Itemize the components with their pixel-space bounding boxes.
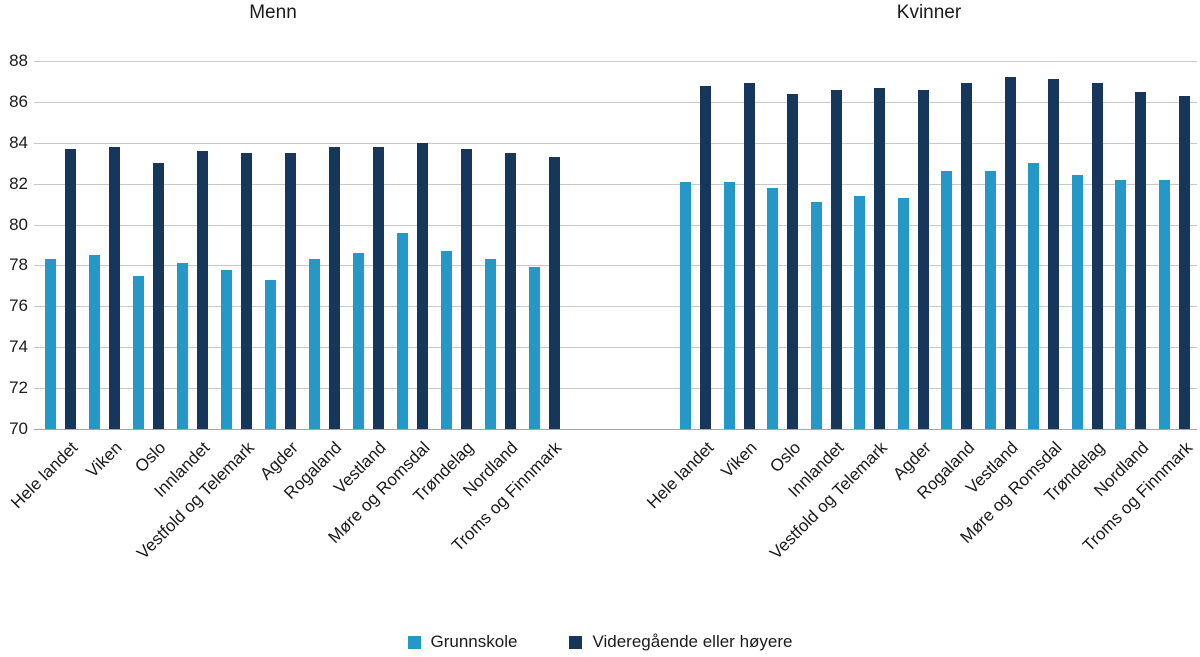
- panel-title-menn: Menn: [249, 2, 297, 23]
- x-axis-category-label: Viken: [717, 438, 761, 482]
- bar-grunnskole: [1028, 163, 1039, 429]
- bar-videregaende: [1092, 83, 1103, 429]
- bar-grunnskole: [441, 251, 452, 429]
- bar-grunnskole: [985, 171, 996, 429]
- bar-videregaende: [65, 149, 76, 429]
- gridline: [34, 143, 1197, 144]
- gridline: [34, 306, 1197, 307]
- bar-grunnskole: [1159, 180, 1170, 429]
- bar-videregaende: [505, 153, 516, 429]
- y-axis-tick-label: 82: [9, 174, 28, 193]
- gridline: [34, 347, 1197, 348]
- bar-videregaende: [329, 147, 340, 429]
- bar-videregaende: [787, 94, 798, 429]
- bar-videregaende: [874, 88, 885, 429]
- bar-grunnskole: [309, 259, 320, 429]
- bar-videregaende: [461, 149, 472, 429]
- bar-videregaende: [700, 86, 711, 429]
- gridline: [34, 265, 1197, 266]
- bar-grunnskole: [177, 263, 188, 429]
- bar-videregaende: [417, 143, 428, 429]
- gridline: [34, 184, 1197, 185]
- bar-videregaende: [961, 83, 972, 429]
- gridline: [34, 225, 1197, 226]
- bar-grunnskole: [45, 259, 56, 429]
- bar-grunnskole: [680, 182, 691, 429]
- bar-videregaende: [1179, 96, 1190, 429]
- y-axis-tick-label: 84: [9, 133, 28, 152]
- legend-item-videregaende: Videregående eller høyere: [569, 632, 792, 652]
- gridline: [34, 429, 1197, 430]
- bar-grunnskole: [767, 188, 778, 429]
- bar-videregaende: [1135, 92, 1146, 429]
- legend-item-grunnskole: Grunnskole: [407, 632, 518, 652]
- legend-swatch-videregaende: [569, 635, 583, 649]
- y-axis-tick-label: 74: [9, 337, 28, 356]
- x-axis-category-label: Viken: [82, 438, 126, 482]
- bar-videregaende: [285, 153, 296, 429]
- bar-grunnskole: [529, 267, 540, 429]
- bar-grunnskole: [1115, 180, 1126, 429]
- bar-videregaende: [109, 147, 120, 429]
- bar-videregaende: [153, 163, 164, 429]
- bar-grunnskole: [811, 202, 822, 429]
- legend-label-grunnskole: Grunnskole: [430, 632, 518, 651]
- x-axis-category-label: Oslo: [131, 438, 170, 477]
- bar-videregaende: [241, 153, 252, 429]
- bar-grunnskole: [941, 171, 952, 429]
- x-axis-category-label: Hele landet: [7, 438, 82, 513]
- y-axis-tick-label: 88: [9, 51, 28, 70]
- gridline: [34, 61, 1197, 62]
- y-axis-tick-label: 72: [9, 378, 28, 397]
- bar-grunnskole: [854, 196, 865, 429]
- y-axis-tick-label: 86: [9, 92, 28, 111]
- bar-grunnskole: [397, 233, 408, 429]
- bar-videregaende: [1005, 77, 1016, 429]
- y-axis-tick-label: 78: [9, 255, 28, 274]
- x-axis-category-label: Hele landet: [642, 438, 718, 513]
- bar-grunnskole: [353, 253, 364, 429]
- bar-videregaende: [744, 83, 755, 429]
- bar-videregaende: [197, 151, 208, 429]
- y-axis-tick-label: 70: [9, 419, 28, 438]
- bar-videregaende: [549, 157, 560, 429]
- bar-videregaende: [1048, 79, 1059, 429]
- bar-grunnskole: [898, 198, 909, 429]
- bar-videregaende: [373, 147, 384, 429]
- bar-grunnskole: [221, 270, 232, 429]
- bar-grunnskole: [89, 255, 100, 429]
- gridline: [34, 388, 1197, 389]
- y-axis-tick-label: 76: [9, 296, 28, 315]
- bar-grunnskole: [724, 182, 735, 429]
- bar-videregaende: [918, 90, 929, 429]
- chart-legend: Grunnskole Videregående eller høyere: [0, 632, 1200, 652]
- bar-grunnskole: [265, 280, 276, 429]
- y-axis-tick-label: 80: [9, 215, 28, 234]
- bar-grunnskole: [485, 259, 496, 429]
- legend-label-videregaende: Videregående eller høyere: [592, 632, 793, 651]
- legend-swatch-grunnskole: [407, 635, 421, 649]
- panel-title-kvinner: Kvinner: [896, 2, 962, 23]
- bar-grunnskole: [133, 276, 144, 429]
- bar-videregaende: [831, 90, 842, 429]
- bar-grunnskole: [1072, 175, 1083, 429]
- gridline: [34, 102, 1197, 103]
